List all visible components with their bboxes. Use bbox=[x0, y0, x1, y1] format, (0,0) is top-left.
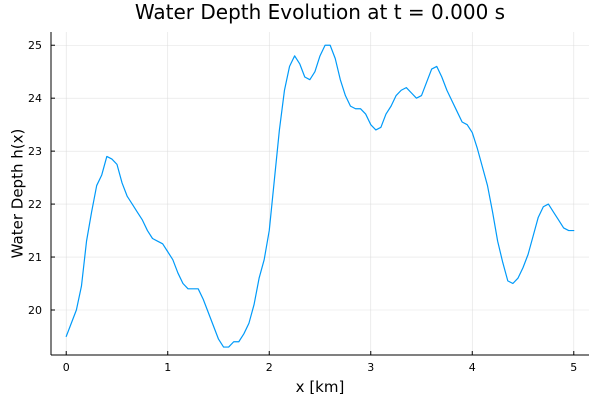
y-tick-label: 23 bbox=[28, 145, 42, 158]
x-tick-label: 1 bbox=[164, 361, 171, 374]
x-axis-title: x [km] bbox=[296, 378, 345, 396]
axes-layer bbox=[50, 32, 589, 356]
series-layer bbox=[65, 44, 575, 348]
grid-layer bbox=[51, 32, 589, 355]
chart-title: Water Depth Evolution at t = 0.000 s bbox=[135, 0, 505, 24]
series-line bbox=[65, 44, 575, 348]
y-tick-label: 22 bbox=[28, 198, 42, 211]
x-tick-label: 4 bbox=[469, 361, 476, 374]
y-tick-label: 24 bbox=[28, 92, 42, 105]
y-tick-label: 21 bbox=[28, 251, 42, 264]
x-tick-label: 0 bbox=[63, 361, 70, 374]
x-tick-label: 5 bbox=[570, 361, 577, 374]
y-tick-label: 25 bbox=[28, 39, 42, 52]
x-tick-label: 3 bbox=[367, 361, 374, 374]
x-tick-label: 2 bbox=[266, 361, 273, 374]
y-tick-label: 20 bbox=[28, 304, 42, 317]
y-axis-title: Water Depth h(x) bbox=[9, 129, 27, 259]
